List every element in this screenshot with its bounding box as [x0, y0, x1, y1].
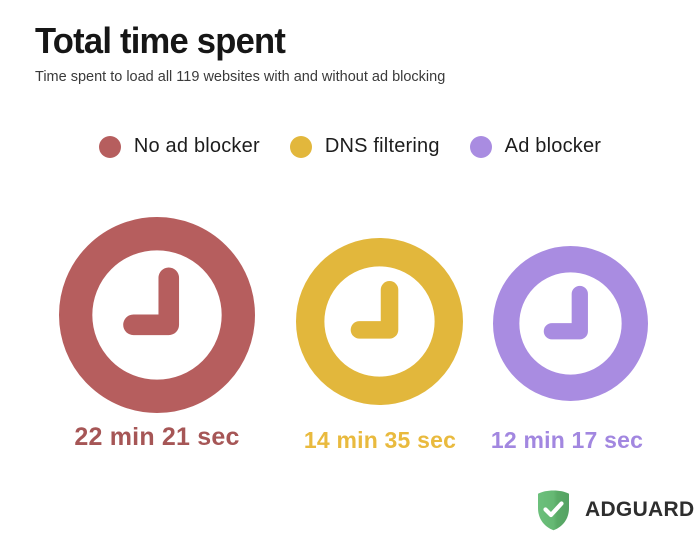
clock-hands: [350, 281, 399, 339]
page-title: Total time spent: [35, 20, 286, 61]
legend-dot-icon: [469, 135, 492, 158]
clock-ring: [59, 217, 255, 413]
legend-item-label: Ad blocker: [504, 135, 602, 157]
clock-icon-ad-blocker: [493, 246, 648, 401]
time-value-no-ad-blocker: 22 min 21 sec: [74, 423, 240, 451]
check-icon: [543, 501, 564, 518]
legend-item-label: No ad blocker: [133, 135, 260, 157]
clock-icon-dns-filtering: [296, 238, 463, 405]
legend: No ad blocker DNS filtering Ad blocker: [0, 135, 700, 158]
legend-item-no-ad-blocker: No ad blocker: [98, 135, 260, 158]
time-value-dns-filtering: 14 min 35 sec: [303, 427, 457, 453]
legend-item-ad-blocker: Ad blocker: [469, 135, 602, 158]
adguard-wordmark: ADGUARD: [585, 498, 695, 521]
clock-icon-no-ad-blocker: [59, 217, 255, 413]
clock-ring: [296, 238, 463, 405]
clock-ring: [493, 246, 648, 401]
adguard-shield-icon: [538, 490, 569, 531]
legend-dot-icon: [98, 135, 121, 158]
adguard-logo: ADGUARD: [533, 489, 694, 531]
legend-item-label: DNS filtering: [324, 135, 440, 157]
page-subtitle: Time spent to load all 119 websites with…: [35, 69, 446, 85]
clock-hands: [543, 285, 588, 340]
clock-hands: [123, 267, 180, 336]
legend-dot-icon: [289, 135, 312, 158]
legend-item-dns-filtering: DNS filtering: [289, 135, 440, 158]
time-value-ad-blocker: 12 min 17 sec: [490, 427, 644, 453]
